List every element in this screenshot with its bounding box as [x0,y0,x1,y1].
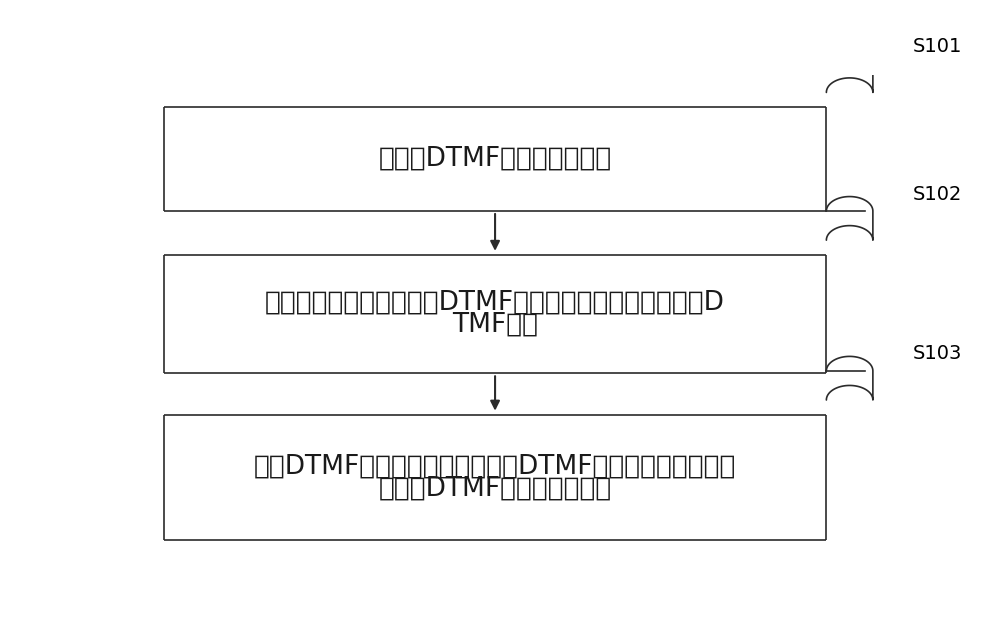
Text: 待译码DTMF信号的译码信息: 待译码DTMF信号的译码信息 [378,476,612,501]
Text: 调用DTMF信号译码程序对待译码DTMF信号进行译码，得到: 调用DTMF信号译码程序对待译码DTMF信号进行译码，得到 [254,454,736,479]
Text: S101: S101 [913,37,963,56]
Text: 按照所述采样频率对所述DTMF信号进行采样，得到待译码D: 按照所述采样频率对所述DTMF信号进行采样，得到待译码D [265,290,725,316]
Text: 设定对DTMF信号的采样频率: 设定对DTMF信号的采样频率 [378,146,612,172]
Text: S103: S103 [913,345,963,364]
Text: TMF信号: TMF信号 [452,312,538,338]
Text: S102: S102 [913,185,963,204]
